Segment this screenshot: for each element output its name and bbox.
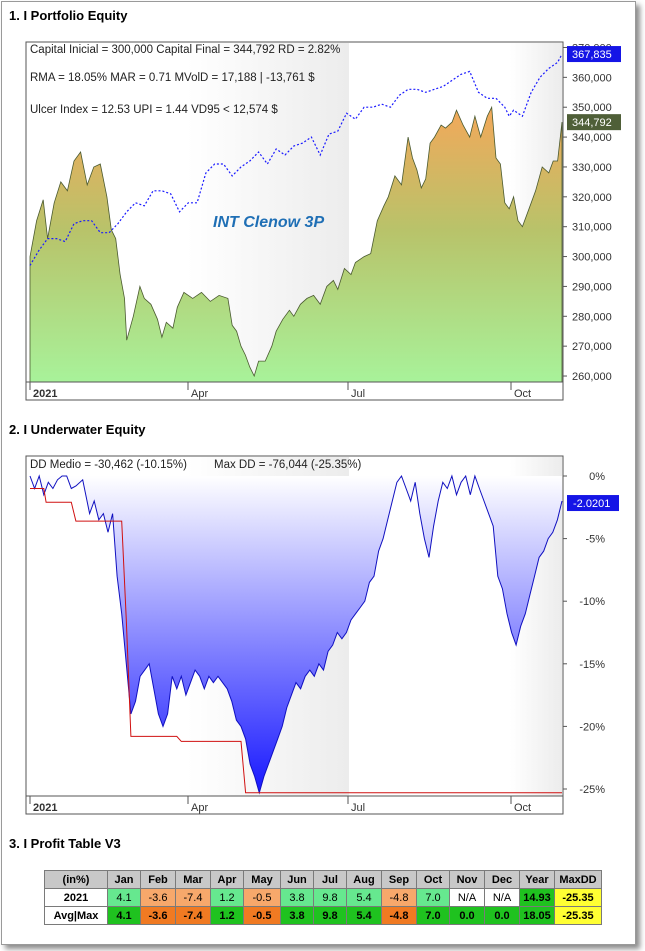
table-cell: 1.2 (210, 906, 244, 925)
y-tick-label: -25% (579, 784, 605, 796)
y-tick-label: -15% (579, 659, 605, 671)
table-header-cell: (in%) (44, 870, 108, 889)
table-cell: 3.8 (280, 906, 314, 925)
underwater-equity-chart: 0% -5% -10% -15% -20% -25% -2.0201 2021 Apr Jul O… (25, 455, 619, 815)
x-tick-label: Oct (514, 388, 531, 400)
drawdown-last-value-box (567, 495, 619, 512)
table-cell: -3.6 (140, 906, 176, 925)
drawdown-last-value: -2.0201 (573, 498, 610, 510)
drawdown-line (29, 474, 563, 795)
benchmark-line (29, 53, 563, 266)
x-tick-label: Jul (351, 388, 365, 400)
x-tick-label: Apr (191, 388, 208, 400)
stats-annotation: RMA = 18.05% MAR = 0.71 MVolD = 17,188 |… (30, 72, 315, 84)
table-header-cell: Nov (449, 870, 485, 889)
strategy-title: INT Clenow 3P (213, 214, 324, 231)
y-tick-label: 360,000 (572, 72, 612, 84)
table-cell: 7.0 (416, 906, 450, 925)
table-header-cell: Year (519, 870, 555, 889)
table-row: Avg|Max 4.1 -3.6 -7.4 1.2 -0.5 3.8 9.8 5.4 -4.8 7.… (44, 906, 602, 925)
section-title-portfolio-equity: 1. I Portfolio Equity (9, 8, 128, 23)
table-cell: -7.4 (175, 906, 211, 925)
avg-drawdown-annotation: DD Medio = -30,462 (-10.15%) (30, 459, 187, 471)
section-title-underwater-equity: 2. I Underwater Equity (9, 422, 146, 437)
y-tick-label: 300,000 (572, 252, 612, 264)
portfolio-equity-chart: 260,000 270,000 280,000 290,000 300,000 310,0… (25, 41, 621, 401)
equity-last-value-box (567, 114, 621, 131)
table-cell: -25.35 (554, 906, 602, 925)
table-cell: 4.1 (107, 906, 141, 925)
y-tick-label: 320,000 (572, 192, 612, 204)
y-tick-label: 0% (589, 471, 605, 483)
equity-area (29, 105, 563, 383)
y-tick-label: 280,000 (572, 311, 612, 323)
table-cell: N/A (484, 888, 520, 907)
table-header-cell: Jul (313, 870, 347, 889)
table-cell: 18.05 (519, 906, 555, 925)
stats-annotation: Ulcer Index = 12.53 UPI = 1.44 VD95 < 12… (30, 104, 278, 116)
table-cell: 5.4 (346, 888, 382, 907)
table-cell: -4.8 (381, 888, 417, 907)
table-cell: 4.1 (107, 888, 141, 907)
table-header-cell: Sep (381, 870, 417, 889)
section-title-profit-table: 3. I Profit Table V3 (9, 836, 121, 851)
benchmark-last-value: 367,835 (572, 49, 612, 61)
table-header-cell: May (243, 870, 281, 889)
table-header-cell: Jan (107, 870, 141, 889)
table-cell: 9.8 (313, 888, 347, 907)
table-cell: 1.2 (210, 888, 244, 907)
y-tick-label: 350,000 (572, 102, 612, 114)
profit-table: (in%) Jan Feb Mar Apr May Jun Jul Aug Sep Oct Nov De… (44, 870, 602, 925)
y-tick-label: -5% (585, 534, 605, 546)
table-header-cell: Apr (210, 870, 244, 889)
table-header-cell: Oct (416, 870, 450, 889)
table-cell: 0.0 (449, 906, 485, 925)
table-cell: 0.0 (484, 906, 520, 925)
table-header-cell: Mar (175, 870, 211, 889)
table-header-cell: Aug (346, 870, 382, 889)
table-cell: -4.8 (381, 906, 417, 925)
table-row: 2021 4.1 -3.6 -7.4 1.2 -0.5 3.8 9.8 5.4 -4.8 7.0 N/… (44, 888, 602, 907)
table-header-cell: Feb (140, 870, 176, 889)
x-tick-label: Oct (514, 802, 531, 814)
table-cell: -25.35 (554, 888, 602, 907)
table-cell: 3.8 (280, 888, 314, 907)
row-label: 2021 (44, 888, 108, 907)
table-cell: 14.93 (519, 888, 555, 907)
y-tick-label: -10% (579, 596, 605, 608)
row-label: Avg|Max (44, 906, 108, 925)
y-tick-label: 260,000 (572, 371, 612, 383)
x-tick-label: 2021 (33, 802, 57, 814)
y-tick-label: 310,000 (572, 222, 612, 234)
table-cell: -7.4 (175, 888, 211, 907)
table-cell: -3.6 (140, 888, 176, 907)
y-tick-label: 340,000 (572, 132, 612, 144)
equity-last-value: 344,792 (572, 117, 612, 129)
table-header-cell: MaxDD (554, 870, 602, 889)
table-cell: 7.0 (416, 888, 450, 907)
table-header-cell: Dec (484, 870, 520, 889)
x-tick-label: 2021 (33, 388, 57, 400)
y-tick-label: 330,000 (572, 162, 612, 174)
x-tick-label: Apr (191, 802, 208, 814)
y-tick-label: -20% (579, 721, 605, 733)
table-cell: 9.8 (313, 906, 347, 925)
max-drawdown-line (30, 488, 562, 794)
max-drawdown-annotation: Max DD = -76,044 (-25.35%) (214, 459, 361, 471)
x-tick-label: Jul (351, 802, 365, 814)
table-cell: N/A (449, 888, 485, 907)
table-cell: -0.5 (243, 906, 281, 925)
y-tick-label: 290,000 (572, 281, 612, 293)
table-header-row: (in%) Jan Feb Mar Apr May Jun Jul Aug Sep Oct Nov De… (44, 870, 602, 889)
table-cell: -0.5 (243, 888, 281, 907)
table-header-cell: Jun (280, 870, 314, 889)
benchmark-last-value-box (567, 46, 621, 63)
stats-annotation: Capital Inicial = 300,000 Capital Final … (30, 44, 340, 56)
table-cell: 5.4 (346, 906, 382, 925)
y-tick-label: 270,000 (572, 341, 612, 353)
